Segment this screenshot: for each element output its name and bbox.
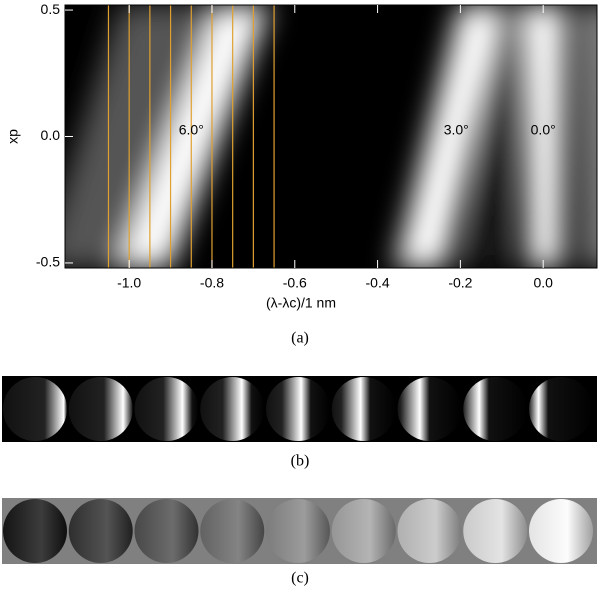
y-tick-label: -0.5 <box>36 254 60 270</box>
pupil <box>331 499 396 563</box>
x-tick-label: -0.6 <box>283 275 307 291</box>
pupil <box>463 377 528 441</box>
caption: (b) <box>291 453 310 470</box>
y-axis-label: xp <box>5 129 21 144</box>
annotation: 0.0° <box>531 122 556 138</box>
caption: (a) <box>291 330 309 347</box>
pupil <box>200 377 265 441</box>
y-tick-label: 0.5 <box>41 1 61 17</box>
pupil <box>397 499 462 563</box>
annotation: 3.0° <box>444 122 469 138</box>
caption: (c) <box>291 570 309 587</box>
pupil <box>331 377 396 441</box>
pupil <box>68 377 133 441</box>
x-tick-label: -0.4 <box>366 275 390 291</box>
pupil <box>3 499 67 563</box>
plot-a: -1.0 -0.8 -0.6 -0.4 -0.2 0.0 -0.5 0.0 0.5 (λ-λc)/… <box>5 1 598 311</box>
pupil <box>397 377 462 441</box>
pupil <box>529 499 593 563</box>
x-tick-label: -0.2 <box>448 275 472 291</box>
pupil <box>3 377 67 441</box>
y-tick-label: 0.0 <box>41 127 61 143</box>
intensity-map <box>65 5 597 268</box>
pupil <box>266 499 330 563</box>
x-tick-label: -0.8 <box>200 275 224 291</box>
pupil <box>134 377 199 441</box>
pupil <box>68 499 133 563</box>
x-tick-label: 0.0 <box>533 275 553 291</box>
pupil <box>463 499 528 563</box>
pupil <box>200 499 265 563</box>
pupil <box>529 377 593 441</box>
annotation: 6.0° <box>179 122 204 138</box>
x-axis-label: (λ-λc)/1 nm <box>266 295 336 311</box>
pupil <box>266 377 330 441</box>
pupil <box>134 499 199 563</box>
x-tick-label: -1.0 <box>117 275 141 291</box>
